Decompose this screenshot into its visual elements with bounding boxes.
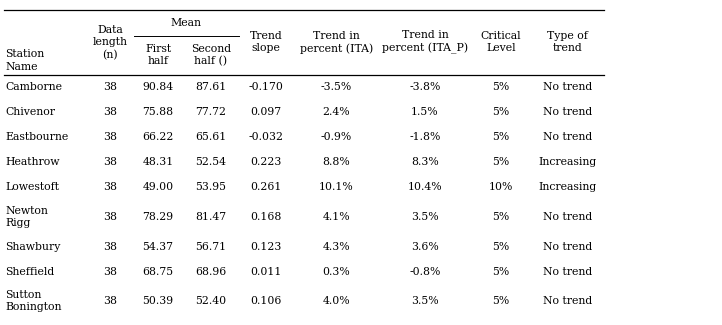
Text: 0.123: 0.123	[251, 241, 282, 252]
Text: Eastbourne: Eastbourne	[5, 132, 69, 142]
Text: 38: 38	[103, 132, 117, 142]
Text: 2.4%: 2.4%	[323, 107, 350, 117]
Text: 4.0%: 4.0%	[323, 296, 350, 306]
Text: 38: 38	[103, 182, 117, 192]
Text: 10.1%: 10.1%	[319, 182, 354, 192]
Text: 5%: 5%	[492, 157, 509, 167]
Text: -0.170: -0.170	[248, 82, 284, 92]
Text: 5%: 5%	[492, 107, 509, 117]
Text: 4.1%: 4.1%	[323, 212, 350, 222]
Text: 68.96: 68.96	[195, 266, 227, 277]
Text: 3.5%: 3.5%	[411, 212, 439, 222]
Text: No trend: No trend	[543, 82, 592, 92]
Text: 90.84: 90.84	[142, 82, 174, 92]
Text: 3.6%: 3.6%	[411, 241, 439, 252]
Text: Mean: Mean	[171, 18, 201, 28]
Text: No trend: No trend	[543, 296, 592, 306]
Text: 5%: 5%	[492, 132, 509, 142]
Text: 50.39: 50.39	[142, 296, 174, 306]
Text: 48.31: 48.31	[142, 157, 174, 167]
Text: 0.106: 0.106	[251, 296, 282, 306]
Text: Trend in
percent (ITA_P): Trend in percent (ITA_P)	[382, 30, 468, 54]
Text: 75.88: 75.88	[142, 107, 174, 117]
Text: 8.8%: 8.8%	[323, 157, 350, 167]
Text: 52.40: 52.40	[195, 296, 227, 306]
Text: 5%: 5%	[492, 296, 509, 306]
Text: 5%: 5%	[492, 241, 509, 252]
Text: 0.261: 0.261	[251, 182, 282, 192]
Text: Type of
trend: Type of trend	[547, 31, 588, 53]
Text: 0.011: 0.011	[251, 266, 282, 277]
Text: -0.032: -0.032	[248, 132, 284, 142]
Text: -3.8%: -3.8%	[409, 82, 440, 92]
Text: Increasing: Increasing	[539, 182, 596, 192]
Text: 49.00: 49.00	[142, 182, 174, 192]
Text: 87.61: 87.61	[195, 82, 227, 92]
Text: 77.72: 77.72	[196, 107, 226, 117]
Text: Chivenor: Chivenor	[5, 107, 55, 117]
Text: 10%: 10%	[489, 182, 513, 192]
Text: 38: 38	[103, 107, 117, 117]
Text: 54.37: 54.37	[143, 241, 173, 252]
Text: 0.097: 0.097	[251, 107, 282, 117]
Text: Camborne: Camborne	[5, 82, 62, 92]
Text: Sutton
Bonington: Sutton Bonington	[5, 290, 61, 312]
Text: 38: 38	[103, 82, 117, 92]
Text: -0.9%: -0.9%	[321, 132, 352, 142]
Text: 81.47: 81.47	[195, 212, 227, 222]
Text: Sheffield: Sheffield	[5, 266, 54, 277]
Text: 38: 38	[103, 296, 117, 306]
Text: 38: 38	[103, 157, 117, 167]
Text: 10.4%: 10.4%	[408, 182, 442, 192]
Text: 0.168: 0.168	[251, 212, 282, 222]
Text: 3.5%: 3.5%	[411, 296, 439, 306]
Text: 0.223: 0.223	[251, 157, 282, 167]
Text: Heathrow: Heathrow	[5, 157, 59, 167]
Text: 52.54: 52.54	[196, 157, 226, 167]
Text: 38: 38	[103, 212, 117, 222]
Text: No trend: No trend	[543, 241, 592, 252]
Text: Data
length
(n): Data length (n)	[92, 25, 128, 60]
Text: Lowestoft: Lowestoft	[5, 182, 59, 192]
Text: 8.3%: 8.3%	[411, 157, 439, 167]
Text: 78.29: 78.29	[142, 212, 174, 222]
Text: -0.8%: -0.8%	[409, 266, 440, 277]
Text: -3.5%: -3.5%	[321, 82, 352, 92]
Text: No trend: No trend	[543, 107, 592, 117]
Text: No trend: No trend	[543, 132, 592, 142]
Text: 56.71: 56.71	[195, 241, 227, 252]
Text: 4.3%: 4.3%	[323, 241, 350, 252]
Text: Trend in
percent (ITA): Trend in percent (ITA)	[300, 31, 373, 54]
Text: 0.3%: 0.3%	[323, 266, 350, 277]
Text: Trend
slope: Trend slope	[250, 31, 282, 53]
Text: -1.8%: -1.8%	[409, 132, 440, 142]
Text: Second
half (): Second half ()	[191, 44, 231, 67]
Text: 38: 38	[103, 241, 117, 252]
Text: Critical
Level: Critical Level	[480, 31, 521, 53]
Text: Newton
Rigg: Newton Rigg	[5, 206, 48, 228]
Text: No trend: No trend	[543, 212, 592, 222]
Text: 65.61: 65.61	[195, 132, 227, 142]
Text: 38: 38	[103, 266, 117, 277]
Text: 68.75: 68.75	[142, 266, 174, 277]
Text: First
half: First half	[145, 44, 171, 66]
Text: 1.5%: 1.5%	[411, 107, 439, 117]
Text: Station
Name: Station Name	[5, 49, 44, 72]
Text: Increasing: Increasing	[539, 157, 596, 167]
Text: Shawbury: Shawbury	[5, 241, 61, 252]
Text: 53.95: 53.95	[196, 182, 226, 192]
Text: 5%: 5%	[492, 82, 509, 92]
Text: 5%: 5%	[492, 266, 509, 277]
Text: No trend: No trend	[543, 266, 592, 277]
Text: 66.22: 66.22	[142, 132, 174, 142]
Text: 5%: 5%	[492, 212, 509, 222]
